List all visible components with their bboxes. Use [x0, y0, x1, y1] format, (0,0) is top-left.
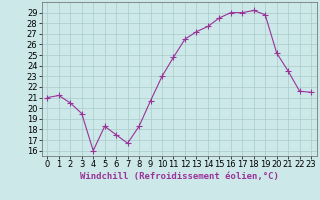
X-axis label: Windchill (Refroidissement éolien,°C): Windchill (Refroidissement éolien,°C): [80, 172, 279, 181]
